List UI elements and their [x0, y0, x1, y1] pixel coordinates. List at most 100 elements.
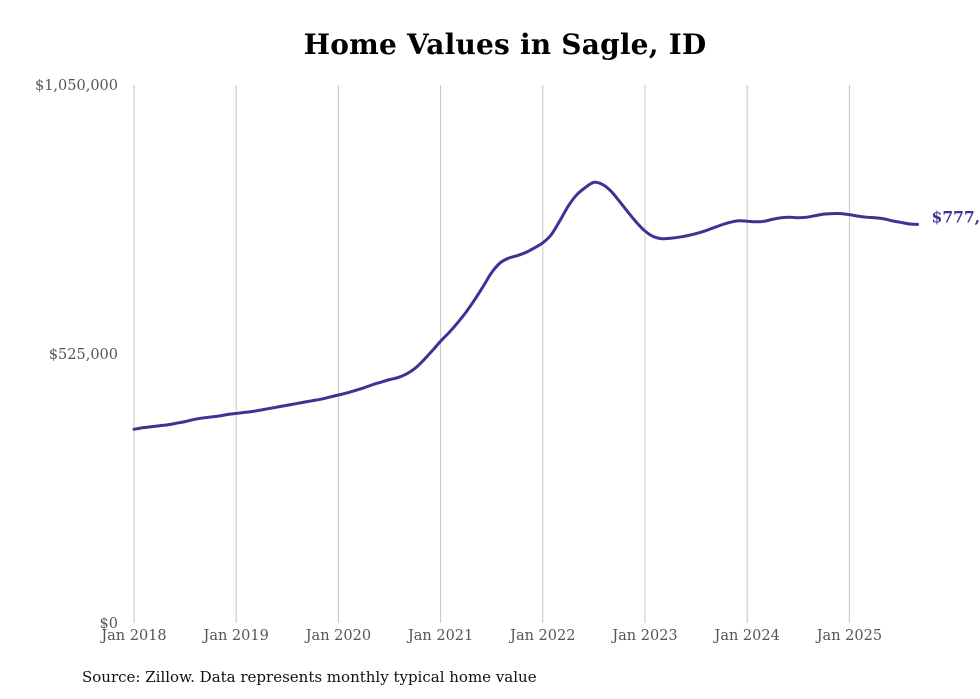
data-point — [848, 213, 851, 216]
y-tick-label: $525,000 — [49, 347, 118, 363]
data-point — [712, 226, 715, 229]
series-line — [132, 180, 920, 431]
data-point — [294, 402, 297, 405]
data-point — [652, 235, 655, 238]
data-point — [831, 212, 834, 215]
data-point — [201, 417, 204, 420]
data-point — [678, 236, 681, 239]
x-tick-label: Jan 2022 — [508, 628, 575, 644]
x-tick-label: Jan 2024 — [713, 628, 780, 644]
data-point — [626, 211, 629, 214]
axis-ticks: Jan 2018 Jan 2019 Jan 2020 Jan 2021 Jan 2022… — [35, 78, 882, 644]
data-point — [397, 376, 400, 379]
data-point — [916, 223, 919, 226]
data-point — [814, 214, 817, 217]
data-point — [354, 389, 357, 392]
data-point — [286, 404, 289, 407]
data-point — [218, 415, 221, 418]
source-note: Source: Zillow. Data represents monthly … — [82, 668, 537, 686]
data-point — [243, 411, 246, 414]
data-point — [209, 416, 212, 419]
data-point — [669, 237, 672, 240]
data-point — [448, 331, 451, 334]
data-point — [882, 217, 885, 220]
x-tick-label: Jan 2018 — [99, 628, 166, 644]
data-point — [345, 391, 348, 394]
data-point — [482, 285, 485, 288]
data-point — [175, 422, 178, 425]
data-point — [456, 321, 459, 324]
data-point — [473, 298, 476, 301]
data-point — [184, 420, 187, 423]
data-point — [609, 190, 612, 193]
data-point — [763, 220, 766, 223]
data-point — [235, 412, 238, 415]
y-tick-label: $1,050,000 — [35, 78, 118, 94]
data-point — [388, 378, 391, 381]
data-point — [873, 216, 876, 219]
data-point — [780, 216, 783, 219]
data-point — [737, 219, 740, 222]
data-point — [567, 204, 570, 207]
data-point — [439, 340, 442, 343]
data-point — [260, 408, 263, 411]
gridlines — [133, 85, 850, 623]
data-point — [550, 233, 553, 236]
data-point — [303, 401, 306, 404]
data-point — [729, 221, 732, 224]
x-tick-label: Jan 2025 — [815, 628, 882, 644]
data-point — [746, 220, 749, 223]
data-point — [328, 396, 331, 399]
data-point — [754, 220, 757, 223]
chart-title: Home Values in Sagle, ID — [303, 28, 707, 61]
data-point — [601, 183, 604, 186]
data-point — [524, 251, 527, 254]
data-point — [269, 407, 272, 410]
end-label-layer: $777,877 — [932, 207, 980, 226]
data-point — [320, 398, 323, 401]
data-point — [158, 424, 161, 427]
data-point — [379, 381, 382, 384]
data-point — [337, 393, 340, 396]
data-point — [431, 349, 434, 352]
data-point — [192, 418, 195, 421]
data-point — [797, 216, 800, 219]
data-point — [618, 200, 621, 203]
data-point — [533, 246, 536, 249]
series-layer — [132, 180, 920, 431]
data-point — [516, 254, 519, 257]
data-point — [695, 232, 698, 235]
data-point — [558, 219, 561, 222]
data-point — [311, 399, 314, 402]
data-point — [635, 221, 638, 224]
data-point — [226, 413, 229, 416]
x-tick-label: Jan 2021 — [406, 628, 473, 644]
x-tick-label: Jan 2020 — [304, 628, 371, 644]
data-point — [490, 271, 493, 274]
data-point — [507, 257, 510, 260]
data-point — [150, 425, 153, 428]
data-point — [899, 221, 902, 224]
data-point — [788, 216, 791, 219]
data-point — [703, 230, 706, 233]
end-value-label: $777,877 — [932, 207, 980, 226]
data-point — [575, 193, 578, 196]
data-point — [805, 216, 808, 219]
data-point — [644, 230, 647, 233]
x-tick-label: Jan 2023 — [610, 628, 677, 644]
y-tick-label: $0 — [100, 616, 118, 632]
data-point — [141, 426, 144, 429]
data-point — [890, 219, 893, 222]
data-point — [908, 222, 911, 225]
data-point — [422, 359, 425, 362]
data-point — [661, 237, 664, 240]
data-point — [686, 234, 689, 237]
data-point — [133, 428, 136, 431]
data-point — [371, 383, 374, 386]
data-point — [499, 261, 502, 264]
data-point — [856, 215, 859, 218]
data-point — [771, 218, 774, 221]
data-point — [252, 410, 255, 413]
